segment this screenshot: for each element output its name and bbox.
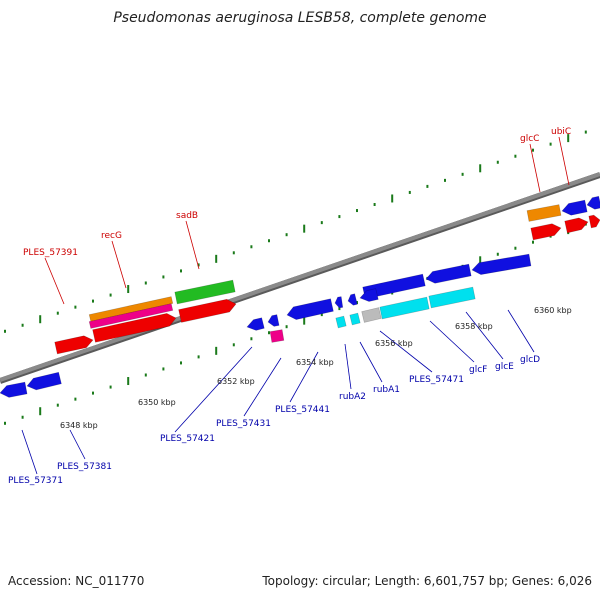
feature-next-blue [586, 195, 600, 210]
genome-backbone [0, 172, 600, 384]
feature-ubiC-next [588, 214, 600, 229]
lower-gene-label: PLES_57371 [8, 476, 63, 486]
upper-gene-label: recG [101, 231, 122, 241]
feature-PLES_57471 [379, 296, 430, 320]
feature-PLES_57381 [26, 371, 62, 391]
upper-gene-label: ubiC [551, 127, 571, 137]
feature-glcC-orange [526, 204, 562, 222]
upper-gene-label: PLES_57391 [23, 248, 78, 258]
feature-recG [92, 313, 177, 343]
feature-gray [361, 307, 382, 323]
lower-leader [344, 343, 352, 390]
upper-leader [111, 240, 127, 289]
upper-gene-label: glcC [520, 134, 539, 144]
lower-leader [174, 346, 253, 433]
lower-gene-label: rubA2 [339, 392, 366, 402]
lower-gene-label: glcF [469, 365, 487, 375]
feature-PLES_57421 [246, 317, 265, 331]
genome-summary: Topology: circular; Length: 6,601,757 bp… [262, 574, 592, 588]
scale-label: 6358 kbp [455, 322, 493, 331]
scale-labels: 6348 kbp 6350 kbp 6352 kbp 6354 kbp 6356 kbp… [60, 306, 572, 430]
feature-rubA1-cyan [349, 312, 361, 326]
gene-features [0, 195, 600, 398]
lower-gene-label: PLES_57381 [57, 462, 112, 472]
feature-glcE-blue [425, 263, 472, 284]
feature-rubA2-blue [359, 288, 379, 302]
lower-gene-label: glcE [495, 362, 514, 372]
lower-leader [359, 341, 383, 383]
scale-label: 6350 kbp [138, 398, 176, 407]
feature-recG-magenta [88, 303, 174, 329]
upper-leader [558, 136, 570, 186]
accession: Accession: NC_011770 [8, 574, 145, 588]
lower-leader [379, 330, 433, 373]
lower-leader [429, 320, 475, 363]
feature-glcF [428, 286, 476, 309]
upper-leader [185, 220, 200, 270]
gene-labels: 6348 kbp 6350 kbp 6352 kbp 6354 kbp 6356 kbp… [8, 127, 572, 486]
upper-gene-label: sadB [176, 211, 198, 221]
feature-glcD-blue [471, 253, 532, 275]
lower-leader [507, 309, 535, 353]
feature-rubA2-cyan [335, 315, 347, 329]
map-title: Pseudomonas aeruginosa LESB58, complete … [113, 10, 487, 26]
lower-gene-label: PLES_57441 [275, 405, 330, 415]
lower-leader [289, 351, 319, 403]
feature-PLES_57441 [286, 298, 334, 320]
feature-ubiC-blue [561, 199, 588, 216]
feature-small-2 [347, 293, 358, 306]
lower-leader [243, 357, 282, 417]
lower-gene-label: PLES_57431 [216, 419, 271, 429]
lower-gene-label: PLES_57471 [409, 375, 464, 385]
scale-label: 6348 kbp [60, 421, 98, 430]
label-leaders [21, 136, 570, 475]
scale-label: 6356 kbp [375, 339, 413, 348]
lower-leader [465, 311, 504, 360]
feature-PLES_57371 [0, 381, 28, 398]
feature-sadB-red [178, 298, 237, 323]
feature-sadB [174, 279, 236, 305]
backbone-line-highlight [0, 172, 600, 382]
feature-rubA1-blue [362, 273, 426, 300]
lower-gene-label: glcD [520, 355, 540, 365]
lower-leader [69, 429, 86, 460]
lower-gene-label: PLES_57421 [160, 434, 215, 444]
feature-PLES_57431-magenta [269, 329, 285, 343]
upper-leader [44, 257, 65, 305]
lower-leader [21, 429, 38, 475]
feature-PLES_57431 [267, 314, 280, 327]
scale-label: 6352 kbp [217, 377, 255, 386]
feature-small-1 [334, 296, 344, 309]
scale-label: 6354 kbp [296, 358, 334, 367]
lower-gene-label: rubA1 [373, 385, 400, 395]
upper-leader [529, 143, 541, 193]
scale-label: 6360 kbp [534, 306, 572, 315]
feature-glcC [530, 223, 562, 241]
feature-ubiC [564, 217, 589, 234]
feature-PLES_57391 [54, 335, 94, 355]
